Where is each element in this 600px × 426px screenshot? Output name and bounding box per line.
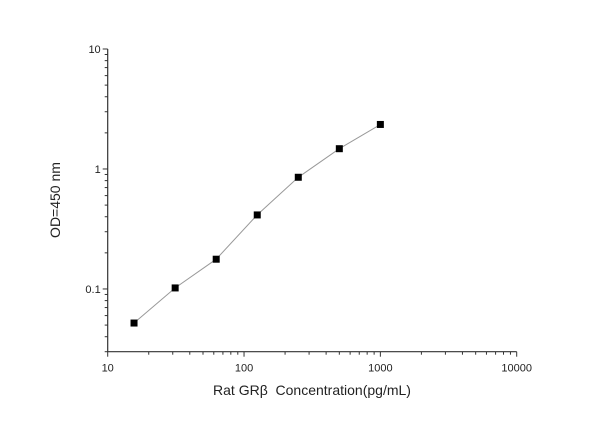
series-line bbox=[133, 124, 381, 324]
y-tick-label: 0.1 bbox=[85, 284, 100, 296]
y-tick-label: 10 bbox=[88, 44, 100, 56]
data-point bbox=[335, 145, 343, 153]
data-point bbox=[212, 255, 220, 263]
data-point bbox=[253, 211, 261, 219]
x-tick-label: 100 bbox=[235, 363, 253, 375]
ticks: 10 100 1000 10000 0.1 1 10 bbox=[85, 44, 532, 375]
x-tick-label: 10000 bbox=[501, 363, 532, 375]
x-tick-label: 1000 bbox=[368, 363, 392, 375]
y-tick-label: 1 bbox=[95, 164, 101, 176]
axes bbox=[107, 49, 517, 353]
y-axis-label: OD=450 nm bbox=[47, 162, 63, 238]
x-axis-label: Rat GRβ Concentration(pg/mL) bbox=[213, 382, 411, 398]
data-marks bbox=[130, 120, 384, 327]
data-point bbox=[376, 120, 384, 128]
data-point bbox=[294, 173, 302, 181]
data-point bbox=[171, 284, 179, 292]
data-point bbox=[130, 319, 138, 327]
x-tick-label: 10 bbox=[102, 363, 114, 375]
